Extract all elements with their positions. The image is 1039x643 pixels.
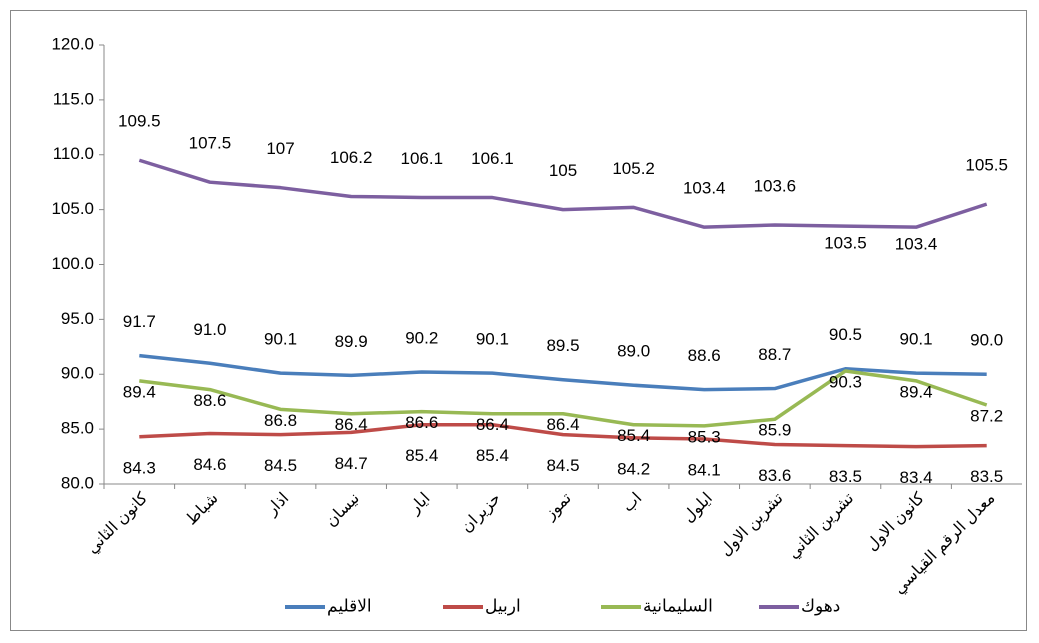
data-label: 84.1 bbox=[688, 460, 721, 479]
data-label: 90.1 bbox=[900, 330, 933, 349]
data-label: 89.5 bbox=[546, 336, 579, 355]
y-tick-label: 115.0 bbox=[53, 89, 94, 108]
data-label: 84.7 bbox=[335, 454, 368, 473]
y-tick-label: 105.0 bbox=[51, 199, 94, 218]
data-label: 107 bbox=[266, 139, 294, 158]
data-label: 83.6 bbox=[758, 466, 791, 485]
series-line bbox=[139, 369, 988, 428]
data-label: 91.0 bbox=[193, 320, 226, 339]
y-tick-label: 100.0 bbox=[51, 254, 94, 273]
data-label: 105 bbox=[549, 161, 577, 180]
data-label: 103.4 bbox=[683, 179, 726, 198]
data-label: 90.5 bbox=[829, 325, 862, 344]
data-label: 86.4 bbox=[546, 415, 579, 434]
data-label: 83.5 bbox=[970, 467, 1003, 486]
data-label: 85.4 bbox=[617, 426, 650, 445]
data-label: 84.3 bbox=[123, 458, 156, 477]
data-label: 89.4 bbox=[900, 382, 933, 401]
chart-frame bbox=[10, 10, 1027, 631]
data-label: 89.0 bbox=[617, 342, 650, 361]
y-tick-label: 85.0 bbox=[61, 419, 94, 438]
data-label: 105.5 bbox=[965, 156, 1008, 175]
y-tick-label: 110.0 bbox=[53, 144, 94, 163]
data-label: 106.2 bbox=[330, 148, 373, 167]
data-label: 89.9 bbox=[335, 332, 368, 351]
data-label: 90.1 bbox=[264, 330, 297, 349]
data-label: 86.4 bbox=[335, 415, 368, 434]
data-label: 90.0 bbox=[970, 331, 1003, 350]
data-label: 103.5 bbox=[824, 234, 867, 253]
series-line bbox=[139, 353, 987, 392]
legend-label: السليمانية bbox=[643, 596, 713, 615]
legend-label: اربيل bbox=[485, 596, 521, 615]
data-label: 86.8 bbox=[264, 411, 297, 430]
data-label: 90.1 bbox=[476, 330, 509, 349]
data-label: 86.6 bbox=[405, 413, 438, 432]
data-label: 84.2 bbox=[617, 459, 650, 478]
data-label: 105.2 bbox=[612, 159, 655, 178]
series-line bbox=[138, 158, 988, 229]
data-label: 109.5 bbox=[118, 112, 161, 131]
series-line bbox=[139, 422, 987, 449]
data-label: 84.5 bbox=[264, 456, 297, 475]
y-tick-label: 95.0 bbox=[61, 309, 94, 328]
y-tick-label: 120.0 bbox=[51, 34, 94, 53]
legend-label: الاقليم bbox=[327, 596, 372, 616]
data-label: 88.6 bbox=[688, 346, 721, 365]
data-label: 91.7 bbox=[123, 312, 156, 331]
data-label: 103.6 bbox=[754, 176, 797, 195]
data-label: 106.1 bbox=[471, 149, 514, 168]
data-label: 85.3 bbox=[688, 427, 721, 446]
data-label: 83.5 bbox=[829, 467, 862, 486]
data-label: 89.4 bbox=[123, 382, 156, 401]
legend-label: دهوك bbox=[801, 596, 840, 615]
data-label: 83.4 bbox=[900, 468, 933, 487]
data-label: 103.4 bbox=[895, 235, 938, 254]
data-label: 85.4 bbox=[476, 446, 509, 465]
data-label: 85.4 bbox=[405, 446, 438, 465]
data-label: 84.6 bbox=[193, 455, 226, 474]
data-label: 107.5 bbox=[189, 134, 232, 153]
data-label: 88.6 bbox=[193, 391, 226, 410]
data-label: 90.2 bbox=[405, 329, 438, 348]
data-label: 85.9 bbox=[758, 421, 791, 440]
data-label: 84.5 bbox=[546, 456, 579, 475]
data-label: 86.4 bbox=[476, 415, 509, 434]
data-label: 88.7 bbox=[758, 345, 791, 364]
y-tick-label: 90.0 bbox=[61, 364, 94, 383]
y-tick-label: 80.0 bbox=[61, 473, 94, 492]
data-label: 106.1 bbox=[400, 149, 443, 168]
data-label: 87.2 bbox=[970, 406, 1003, 425]
data-label: 90.3 bbox=[829, 372, 862, 391]
